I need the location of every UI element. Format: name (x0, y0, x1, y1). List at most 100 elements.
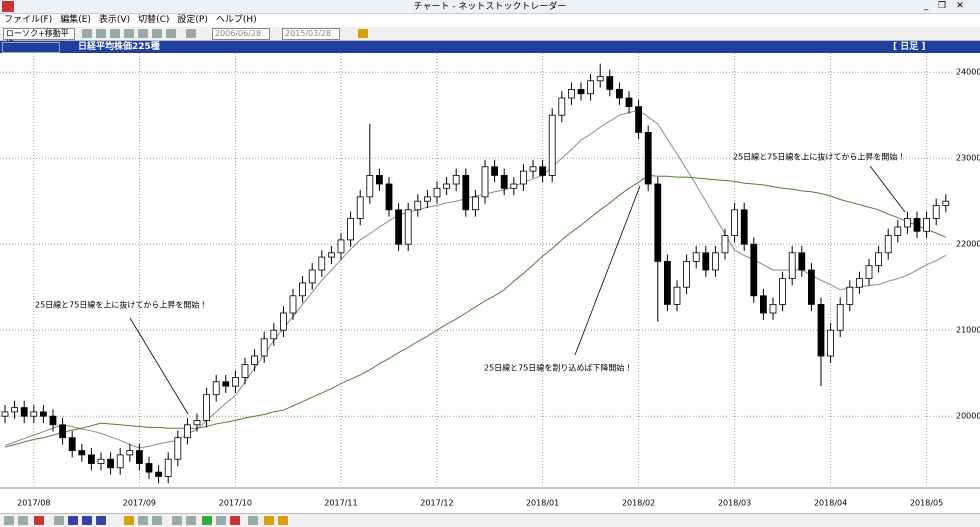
tool-icon[interactable] (186, 516, 196, 525)
candle-body (337, 239, 345, 254)
candle-body (779, 278, 786, 305)
annotation-arrow (574, 185, 641, 356)
x-tick-label: 2018/02 (622, 499, 655, 508)
tool-icon[interactable] (96, 516, 106, 525)
tool-icon[interactable] (18, 516, 28, 525)
candle-body (702, 252, 710, 271)
candle-body (692, 252, 700, 262)
tool-icon[interactable] (138, 516, 148, 525)
tool-icon[interactable] (278, 516, 288, 525)
menu-item[interactable]: 設定(P) (177, 15, 208, 25)
candle-body (395, 209, 403, 245)
tool-icon[interactable] (82, 516, 92, 525)
close-button[interactable]: ✕ (956, 1, 964, 11)
candle-body (423, 196, 431, 202)
y-tick-label: 20000 (956, 412, 980, 421)
tool-icon[interactable] (96, 29, 106, 38)
tool-icon[interactable] (152, 29, 162, 38)
candle-body (193, 420, 201, 426)
tool-icon[interactable] (166, 29, 176, 38)
x-tick-label: 2017/08 (17, 499, 50, 508)
tool-icon[interactable] (54, 516, 64, 525)
instrument-name: 日経平均株価225種 (78, 42, 160, 52)
candle-body (347, 217, 355, 241)
candle-body (587, 80, 594, 95)
tool-icon[interactable] (216, 516, 226, 525)
menu-item[interactable]: ヘルプ(H) (215, 15, 257, 25)
tool-icon[interactable] (124, 516, 134, 525)
candle-body (606, 76, 614, 90)
candle-body (40, 411, 47, 417)
tool-icon[interactable] (202, 516, 212, 525)
restore-button[interactable]: ❐ (937, 1, 947, 11)
candle-body (155, 471, 163, 477)
date-to[interactable]: 2015/03/28 (282, 28, 340, 40)
candle-body (59, 424, 66, 439)
menu-item[interactable]: 編集(E) (60, 15, 91, 25)
x-tick-label: 2018/01 (526, 499, 559, 508)
candle-body (212, 381, 220, 396)
y-tick-label: 22000 (956, 240, 980, 249)
chart-kind-select[interactable]: ローソク+移動平均 (3, 28, 75, 48)
candle-body (923, 217, 930, 232)
candle-body (116, 454, 124, 469)
tool-icon[interactable] (34, 516, 44, 525)
tool-icon[interactable] (82, 29, 92, 38)
candle-body (289, 295, 297, 314)
candle-body (30, 411, 38, 417)
x-tick-label: 2018/05 (910, 499, 943, 508)
tool-icon[interactable] (124, 29, 134, 38)
candle-body (299, 282, 307, 297)
candle-body (904, 217, 911, 228)
menu-bar: ファイル(F) 編集(E) 表示(V) 切替(C) 設定(P) ヘルプ(H) (0, 14, 980, 27)
candle-body (644, 131, 652, 185)
help-icon[interactable] (358, 29, 368, 38)
candle-body (327, 252, 335, 258)
x-tick-label: 2017/10 (219, 499, 252, 508)
tool-icon[interactable] (68, 516, 78, 525)
x-tick-label: 2017/09 (123, 499, 156, 508)
candle-body (769, 303, 777, 314)
candle-body (385, 183, 393, 211)
title-bar: チャート - ネットストックトレーダー _ ❐ ✕ (0, 0, 980, 14)
candle-body (481, 166, 489, 198)
candle-body (251, 355, 259, 366)
tool-icon[interactable] (172, 516, 182, 525)
tool-icon[interactable] (110, 29, 120, 38)
candle-body (596, 76, 604, 82)
candle-body (683, 260, 690, 288)
candle-body (88, 454, 95, 464)
minimize-button[interactable]: _ (923, 1, 929, 11)
candle-body (577, 89, 585, 95)
candle-body (788, 252, 796, 280)
tool-icon[interactable] (248, 516, 258, 525)
x-tick-label: 2018/03 (718, 499, 751, 508)
tool-icon[interactable] (152, 516, 162, 525)
tool-icon[interactable] (4, 516, 14, 525)
tool-icon[interactable] (138, 29, 148, 38)
menu-item[interactable]: 表示(V) (98, 15, 131, 25)
chart-background (0, 53, 980, 513)
candle-body (865, 265, 873, 280)
menu-item[interactable]: ファイル(F) (4, 15, 53, 25)
candle-body (433, 187, 441, 198)
candle-body (366, 174, 374, 198)
y-tick-label: 23000 (956, 154, 980, 163)
candle-body (529, 166, 537, 172)
toolbar: ローソク+移動平均 2006/06/28 2015/03/28 (0, 27, 980, 48)
moving-average-line (4, 174, 947, 448)
tool-icon[interactable] (186, 29, 196, 38)
candle-body (673, 286, 681, 305)
candle-body (817, 303, 825, 357)
candle-body (856, 278, 863, 288)
candle-body (568, 89, 575, 99)
tool-icon[interactable] (230, 516, 240, 525)
candle-body (798, 252, 806, 271)
tool-icon[interactable] (264, 516, 274, 525)
candle-body (913, 217, 921, 232)
menu-item[interactable]: 切替(C) (138, 15, 170, 25)
candle-body (164, 458, 172, 477)
y-tick-label: 21000 (956, 326, 980, 335)
candle-body (356, 196, 364, 219)
date-from[interactable]: 2006/06/28 (212, 28, 270, 40)
